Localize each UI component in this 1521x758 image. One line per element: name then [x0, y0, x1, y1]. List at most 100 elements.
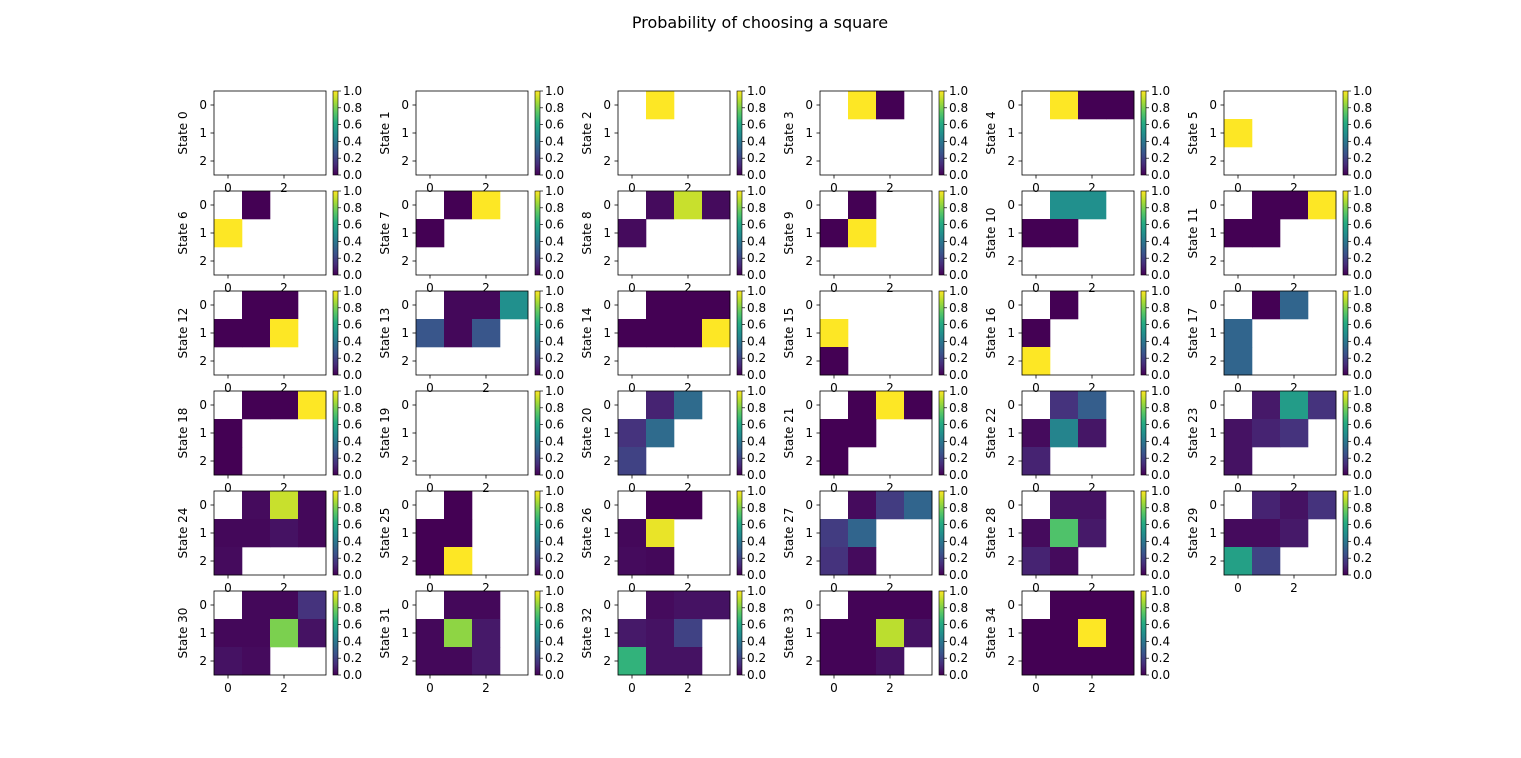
colorbar-tick-label: 0.6 — [545, 418, 564, 432]
subplot-state-7: 0 1 2 0 2 State 7 0.0 0.2 0.4 0.6 0.8 1.0 — [378, 184, 564, 295]
y-tick-label: 1 — [401, 126, 409, 140]
heatmap-cell — [876, 619, 905, 648]
y-tick-label: 1 — [401, 426, 409, 440]
colorbar-tick-label: 1.0 — [747, 384, 766, 398]
heatmap-cell — [702, 591, 731, 620]
x-tick-label: 0 — [628, 681, 636, 695]
x-tick-label: 2 — [886, 181, 894, 195]
heatmap-cell — [1252, 547, 1281, 576]
colorbar-tick-label: 1.0 — [1353, 184, 1372, 198]
heatmap-cell — [646, 319, 675, 348]
colorbar-tick-label: 0.0 — [1151, 568, 1170, 582]
colorbar — [938, 190, 945, 276]
heatmap-cell — [820, 419, 849, 448]
heatmap-cell — [848, 647, 877, 676]
colorbar-tick-label: 0.0 — [747, 168, 766, 182]
colorbar-tick-label: 0.6 — [1151, 618, 1170, 632]
y-tick-label: 1 — [805, 526, 813, 540]
x-tick-label: 2 — [886, 481, 894, 495]
heatmap-cell — [1078, 619, 1107, 648]
heatmap-cell — [214, 219, 243, 248]
y-tick-label: 2 — [1007, 254, 1015, 268]
x-tick-label: 2 — [1088, 681, 1096, 695]
y-axis-label: State 33 — [782, 608, 796, 659]
colorbar-tick-label: 0.8 — [1353, 101, 1372, 115]
heatmap-cell — [1280, 419, 1309, 448]
y-tick-label: 1 — [603, 526, 611, 540]
colorbar-tick-label: 0.0 — [343, 368, 362, 382]
x-tick-label: 0 — [830, 481, 838, 495]
colorbar-tick-label: 0.6 — [343, 518, 362, 532]
colorbar-tick-label: 1.0 — [343, 184, 362, 198]
heatmap-cell — [472, 291, 501, 320]
x-tick-label: 0 — [830, 181, 838, 195]
y-tick-label: 0 — [401, 298, 409, 312]
colorbar-tick-label: 0.4 — [343, 334, 362, 348]
y-tick-label: 1 — [1209, 426, 1217, 440]
subplot-state-6: 0 1 2 0 2 State 6 0.0 0.2 0.4 0.6 0.8 1.0 — [176, 184, 362, 295]
colorbar-tick-label: 0.8 — [949, 401, 968, 415]
subplot-state-11: 0 1 2 0 2 State 11 0.0 0.2 0.4 0.6 0.8 1.0 — [1186, 184, 1372, 295]
x-tick-label: 2 — [482, 481, 490, 495]
colorbar-tick-label: 0.4 — [1151, 534, 1170, 548]
heatmap-cell — [214, 419, 243, 448]
y-tick-label: 0 — [603, 98, 611, 112]
y-tick-label: 1 — [199, 326, 207, 340]
colorbar-tick-label: 0.0 — [545, 268, 564, 282]
x-tick-label: 0 — [426, 181, 434, 195]
heatmap-cell — [1224, 347, 1253, 376]
colorbar-tick-label: 0.4 — [949, 434, 968, 448]
heatmap-cell — [1078, 191, 1107, 220]
heatmap-cell — [1050, 219, 1079, 248]
heatmap-cell — [904, 619, 933, 648]
colorbar-tick-label: 0.4 — [747, 234, 766, 248]
colorbar — [938, 90, 945, 176]
x-tick-label: 0 — [830, 681, 838, 695]
colorbar-tick-label: 1.0 — [545, 584, 564, 598]
y-tick-label: 0 — [1007, 298, 1015, 312]
heatmap-cell — [618, 519, 647, 548]
heatmap-cell — [1022, 447, 1051, 476]
colorbar-tick-label: 0.4 — [545, 634, 564, 648]
y-axis-label: State 17 — [1186, 308, 1200, 359]
heatmap-cell — [646, 547, 675, 576]
heatmap-cell — [1280, 519, 1309, 548]
y-axis-label: State 31 — [378, 608, 392, 659]
y-axis-label: State 19 — [378, 408, 392, 459]
y-tick-label: 0 — [1209, 498, 1217, 512]
x-tick-label: 0 — [1032, 481, 1040, 495]
y-axis-label: State 26 — [580, 508, 594, 559]
colorbar-tick-label: 0.2 — [1151, 251, 1170, 265]
heatmap-cell — [500, 291, 529, 320]
colorbar-tick-label: 1.0 — [343, 84, 362, 98]
colorbar — [1140, 90, 1147, 176]
colorbar-tick-label: 0.6 — [949, 318, 968, 332]
heatmap-cell — [674, 319, 703, 348]
y-tick-label: 2 — [805, 454, 813, 468]
heatmap-cell — [1224, 419, 1253, 448]
heatmap-cell — [1106, 591, 1135, 620]
colorbar-tick-label: 0.2 — [343, 651, 362, 665]
subplot-state-20: 0 1 2 0 2 State 20 0.0 0.2 0.4 0.6 0.8 1.0 — [580, 384, 766, 495]
y-tick-label: 2 — [1209, 454, 1217, 468]
colorbar-tick-label: 0.4 — [1151, 234, 1170, 248]
heatmap-cell — [1022, 319, 1051, 348]
subplot-state-14: 0 1 2 0 2 State 14 0.0 0.2 0.4 0.6 0.8 1.0 — [580, 284, 766, 395]
heatmap-cell — [646, 647, 675, 676]
colorbar — [1342, 290, 1349, 376]
x-tick-label: 0 — [830, 581, 838, 595]
y-axis-label: State 29 — [1186, 508, 1200, 559]
colorbar-tick-label: 0.4 — [949, 234, 968, 248]
y-tick-label: 2 — [1209, 154, 1217, 168]
colorbar-tick-label: 0.0 — [343, 268, 362, 282]
subplots-grid: 0 1 2 0 2 State 0 0.0 0.2 0.4 0.6 0.8 1.0 0 1 2 0 2 State… — [176, 84, 1372, 695]
colorbar-tick-label: 0.0 — [1353, 568, 1372, 582]
heatmap-cell — [618, 619, 647, 648]
x-tick-label: 0 — [628, 381, 636, 395]
heatmap-cell — [214, 519, 243, 548]
heatmap-cell — [444, 647, 473, 676]
heatmap-cell — [1224, 119, 1253, 148]
heatmap-cell — [1106, 619, 1135, 648]
colorbar-tick-label: 0.8 — [343, 101, 362, 115]
